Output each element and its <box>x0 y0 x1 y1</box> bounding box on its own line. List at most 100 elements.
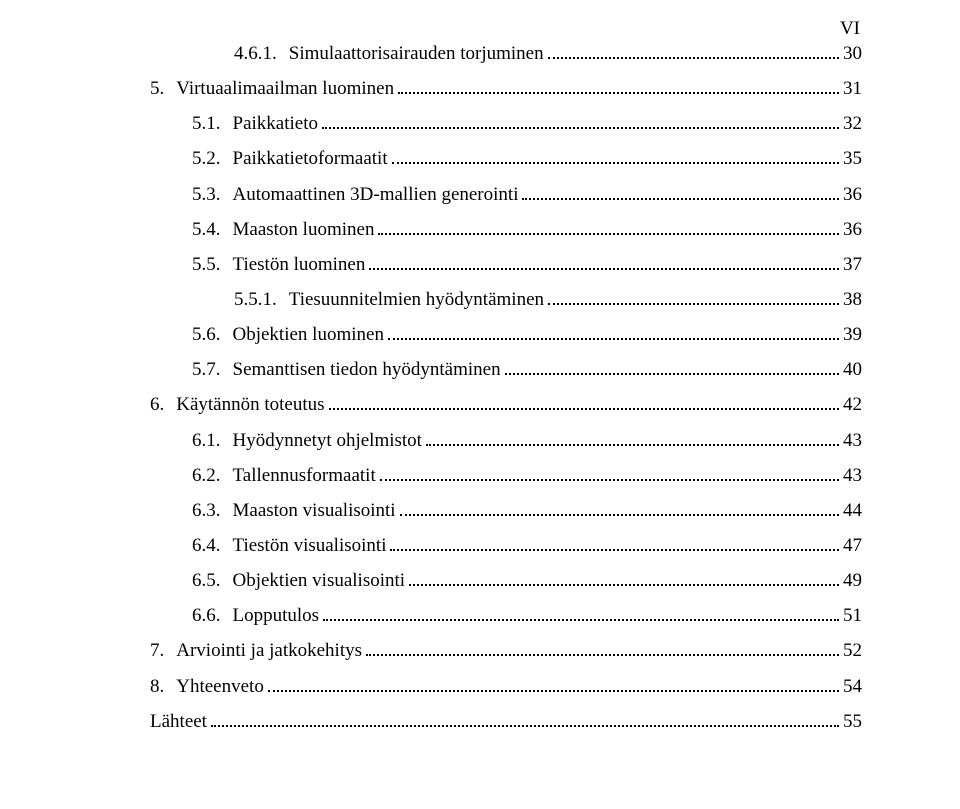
toc-row: 6.2. Tallennusformaatit 43 <box>150 458 862 493</box>
toc-entry-number: 5.5. <box>192 247 221 282</box>
toc-entry-page: 43 <box>843 458 862 493</box>
toc-leader-dots <box>388 321 839 340</box>
toc-row: 5. Virtuaalimaailman luominen 31 <box>150 71 862 106</box>
toc-entry-title: Käytännön toteutus <box>176 387 324 422</box>
toc-row: 5.5. Tiestön luominen 37 <box>150 247 862 282</box>
toc-row: 6.4. Tiestön visualisointi 47 <box>150 528 862 563</box>
toc-row: 5.6. Objektien luominen 39 <box>150 317 862 352</box>
toc-row: 5.7. Semanttisen tiedon hyödyntäminen 40 <box>150 352 862 387</box>
toc-row: Lähteet 55 <box>150 704 862 739</box>
toc-entry-title: Tiestön visualisointi <box>233 528 387 563</box>
toc-entry-number: 6.3. <box>192 493 221 528</box>
toc-entry-title: Paikkatietoformaatit <box>233 141 388 176</box>
toc-entry-number: 5. <box>150 71 164 106</box>
toc-entry-page: 55 <box>843 704 862 739</box>
toc-entry-number: 6.5. <box>192 563 221 598</box>
toc-leader-dots <box>505 356 839 375</box>
toc-entry-title: Automaattinen 3D-mallien generointi <box>233 177 519 212</box>
toc-entry-page: 49 <box>843 563 862 598</box>
toc-entry-title: Tiesuunnitelmien hyödyntäminen <box>289 282 544 317</box>
toc-entry-title: Paikkatieto <box>233 106 318 141</box>
toc-entry-title: Semanttisen tiedon hyödyntäminen <box>233 352 501 387</box>
toc-entry-title: Objektien luominen <box>233 317 384 352</box>
page-number: VI <box>840 18 860 40</box>
toc-row: 5.1. Paikkatieto 32 <box>150 106 862 141</box>
toc-entry-number: 6.4. <box>192 528 221 563</box>
toc-entry-number: 8. <box>150 669 164 704</box>
toc-leader-dots <box>548 40 839 59</box>
toc-entry-title: Hyödynnetyt ohjelmistot <box>233 423 422 458</box>
toc-entry-number: 5.1. <box>192 106 221 141</box>
toc-entry-page: 51 <box>843 598 862 633</box>
toc-entry-page: 30 <box>843 36 862 71</box>
toc-entry-page: 31 <box>843 71 862 106</box>
toc-entry-title: Lähteet <box>150 704 207 739</box>
toc-entry-number: 5.6. <box>192 317 221 352</box>
toc-leader-dots <box>369 251 839 270</box>
toc-row: 6.5. Objektien visualisointi 49 <box>150 563 862 598</box>
toc-entry-title: Arviointi ja jatkokehitys <box>176 633 362 668</box>
toc-entry-number: 5.7. <box>192 352 221 387</box>
toc-entry-number: 5.4. <box>192 212 221 247</box>
toc-leader-dots <box>329 391 839 410</box>
toc-entry-title: Objektien visualisointi <box>233 563 406 598</box>
toc-entry-page: 44 <box>843 493 862 528</box>
toc-entry-title: Simulaattorisairauden torjuminen <box>289 36 544 71</box>
toc-entry-title: Virtuaalimaailman luominen <box>176 71 394 106</box>
toc-entry-page: 36 <box>843 212 862 247</box>
toc-leader-dots <box>380 462 839 481</box>
toc-entry-number: 6. <box>150 387 164 422</box>
toc-leader-dots <box>522 180 839 199</box>
toc-entry-number: 5.5.1. <box>234 282 277 317</box>
toc-entry-page: 52 <box>843 633 862 668</box>
toc-leader-dots <box>398 75 839 94</box>
toc-leader-dots <box>322 110 839 129</box>
toc-leader-dots <box>211 708 839 727</box>
toc-leader-dots <box>366 637 839 656</box>
toc-row: 6.3. Maaston visualisointi 44 <box>150 493 862 528</box>
toc-leader-dots <box>268 672 839 691</box>
toc-entry-number: 4.6.1. <box>234 36 277 71</box>
toc-entry-title: Yhteenveto <box>176 669 264 704</box>
toc-entry-title: Maaston visualisointi <box>233 493 396 528</box>
toc-entry-number: 7. <box>150 633 164 668</box>
toc-entry-number: 5.2. <box>192 141 221 176</box>
toc-entry-page: 40 <box>843 352 862 387</box>
toc-container: 4.6.1. Simulaattorisairauden torjuminen 30… <box>0 0 960 739</box>
toc-row: 7. Arviointi ja jatkokehitys 52 <box>150 633 862 668</box>
toc-entry-page: 36 <box>843 177 862 212</box>
toc-entry-number: 5.3. <box>192 177 221 212</box>
toc-entry-page: 37 <box>843 247 862 282</box>
toc-leader-dots <box>400 497 839 516</box>
toc-entry-page: 32 <box>843 106 862 141</box>
toc-entry-title: Maaston luominen <box>233 212 375 247</box>
toc-row: 6. Käytännön toteutus 42 <box>150 387 862 422</box>
toc-entry-page: 47 <box>843 528 862 563</box>
toc-entry-page: 54 <box>843 669 862 704</box>
toc-entry-title: Tallennusformaatit <box>233 458 376 493</box>
toc-leader-dots <box>426 426 839 445</box>
toc-entry-number: 6.6. <box>192 598 221 633</box>
toc-row: 5.4. Maaston luominen 36 <box>150 212 862 247</box>
toc-leader-dots <box>409 567 839 586</box>
toc-leader-dots <box>323 602 839 621</box>
toc-row: 8. Yhteenveto 54 <box>150 669 862 704</box>
toc-entry-page: 35 <box>843 141 862 176</box>
toc-leader-dots <box>548 286 839 305</box>
toc-entry-title: Tiestön luominen <box>233 247 366 282</box>
toc-entry-page: 38 <box>843 282 862 317</box>
toc-entry-page: 43 <box>843 423 862 458</box>
toc-row: 5.2. Paikkatietoformaatit 35 <box>150 141 862 176</box>
toc-leader-dots <box>392 145 839 164</box>
toc-row: 5.3. Automaattinen 3D-mallien generointi 3… <box>150 177 862 212</box>
toc-entry-title: Lopputulos <box>233 598 320 633</box>
toc-leader-dots <box>390 532 839 551</box>
toc-entry-page: 39 <box>843 317 862 352</box>
toc-entry-page: 42 <box>843 387 862 422</box>
toc-entry-number: 6.1. <box>192 423 221 458</box>
toc-row: 6.1. Hyödynnetyt ohjelmistot 43 <box>150 423 862 458</box>
toc-row: 4.6.1. Simulaattorisairauden torjuminen 30 <box>150 36 862 71</box>
toc-leader-dots <box>378 216 839 235</box>
toc-entry-number: 6.2. <box>192 458 221 493</box>
toc-row: 5.5.1. Tiesuunnitelmien hyödyntäminen 38 <box>150 282 862 317</box>
